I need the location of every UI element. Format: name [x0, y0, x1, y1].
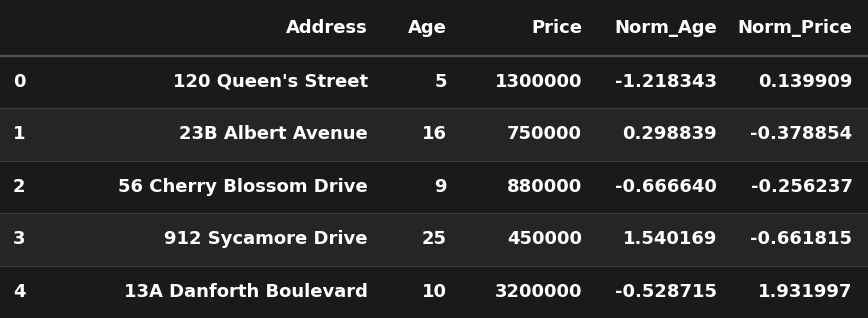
Text: Price: Price — [531, 19, 582, 37]
Text: 16: 16 — [422, 125, 447, 143]
Text: -0.256237: -0.256237 — [751, 178, 852, 196]
Text: Age: Age — [408, 19, 447, 37]
Text: 0.298839: 0.298839 — [622, 125, 717, 143]
Text: 750000: 750000 — [507, 125, 582, 143]
Bar — [0, 108, 868, 161]
Text: Address: Address — [286, 19, 368, 37]
Bar — [0, 0, 868, 56]
Text: 5: 5 — [434, 73, 447, 91]
Text: 23B Albert Avenue: 23B Albert Avenue — [179, 125, 368, 143]
Bar — [0, 161, 868, 213]
Text: 0: 0 — [13, 73, 25, 91]
Text: 56 Cherry Blossom Drive: 56 Cherry Blossom Drive — [118, 178, 368, 196]
Text: 3200000: 3200000 — [495, 283, 582, 301]
Text: 10: 10 — [422, 283, 447, 301]
Text: 912 Sycamore Drive: 912 Sycamore Drive — [164, 230, 368, 248]
Text: 450000: 450000 — [507, 230, 582, 248]
Text: 1: 1 — [13, 125, 25, 143]
Text: 1.540169: 1.540169 — [623, 230, 717, 248]
Text: 2: 2 — [13, 178, 25, 196]
Bar — [0, 213, 868, 266]
Text: 25: 25 — [422, 230, 447, 248]
Text: 880000: 880000 — [507, 178, 582, 196]
Text: -0.661815: -0.661815 — [750, 230, 852, 248]
Text: -0.378854: -0.378854 — [750, 125, 852, 143]
Text: 0.139909: 0.139909 — [758, 73, 852, 91]
Text: -1.218343: -1.218343 — [615, 73, 717, 91]
Text: Norm_Age: Norm_Age — [615, 19, 717, 37]
Text: 13A Danforth Boulevard: 13A Danforth Boulevard — [124, 283, 368, 301]
Bar — [0, 56, 868, 108]
Text: -0.528715: -0.528715 — [615, 283, 717, 301]
Text: -0.666640: -0.666640 — [615, 178, 717, 196]
Text: 3: 3 — [13, 230, 25, 248]
Text: Norm_Price: Norm_Price — [738, 19, 852, 37]
Bar — [0, 266, 868, 318]
Text: 120 Queen's Street: 120 Queen's Street — [173, 73, 368, 91]
Text: 1300000: 1300000 — [495, 73, 582, 91]
Text: 4: 4 — [13, 283, 25, 301]
Text: 9: 9 — [434, 178, 447, 196]
Text: 1.931997: 1.931997 — [758, 283, 852, 301]
